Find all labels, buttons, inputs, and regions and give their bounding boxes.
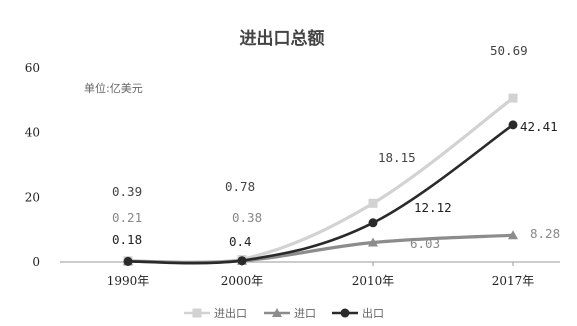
data-label: 12.12	[414, 200, 452, 215]
data-point	[508, 230, 518, 240]
legend-label: 出口	[362, 306, 384, 320]
data-point	[508, 93, 518, 103]
data-point	[368, 198, 378, 208]
data-label: 0.78	[225, 179, 255, 194]
data-label: 0.4	[229, 234, 252, 249]
y-axis-ticks: 0 20 40 60	[25, 61, 40, 269]
data-point	[123, 256, 133, 266]
legend-label: 进口	[294, 307, 316, 320]
series-lines	[123, 93, 518, 266]
y-tick-label: 40	[25, 126, 40, 140]
data-label: 6.03	[410, 236, 440, 251]
legend-swatch-marker	[272, 308, 282, 317]
x-tick-label: 2000年	[221, 274, 264, 288]
data-label: 0.21	[112, 210, 142, 225]
series-line-3	[126, 123, 515, 265]
legend: 进出口 进口 出口	[184, 306, 384, 320]
unit-note: 单位:亿美元	[84, 81, 143, 95]
y-tick-label: 20	[25, 190, 40, 204]
data-label: 18.15	[378, 150, 416, 165]
x-tick-label: 1990年	[107, 274, 150, 288]
data-point	[237, 256, 247, 266]
data-point	[508, 120, 518, 130]
chart-title: 进出口总额	[240, 28, 325, 49]
data-label: 0.38	[232, 210, 262, 225]
data-label: 50.69	[490, 43, 528, 58]
data-point	[368, 237, 378, 247]
x-axis-ticks: 1990年 2000年 2010年 2017年	[107, 262, 535, 288]
legend-swatch-marker	[192, 308, 202, 318]
data-labels: 0.39 0.78 18.15 50.69 0.21 0.38 6.03 8.28 0.18 0.…	[112, 43, 560, 251]
x-tick-label: 2017年	[492, 274, 535, 288]
y-tick-label: 60	[25, 61, 40, 75]
series-line-2	[126, 233, 515, 265]
data-label: 0.18	[112, 232, 142, 247]
data-label: 8.28	[530, 226, 560, 241]
x-tick-label: 2010年	[352, 274, 395, 288]
data-label: 0.39	[112, 184, 142, 199]
data-label: 42.41	[520, 119, 558, 134]
legend-label: 进出口	[214, 306, 247, 320]
data-point	[368, 218, 378, 228]
legend-swatch-marker	[340, 308, 350, 318]
y-tick-label: 0	[32, 255, 40, 269]
